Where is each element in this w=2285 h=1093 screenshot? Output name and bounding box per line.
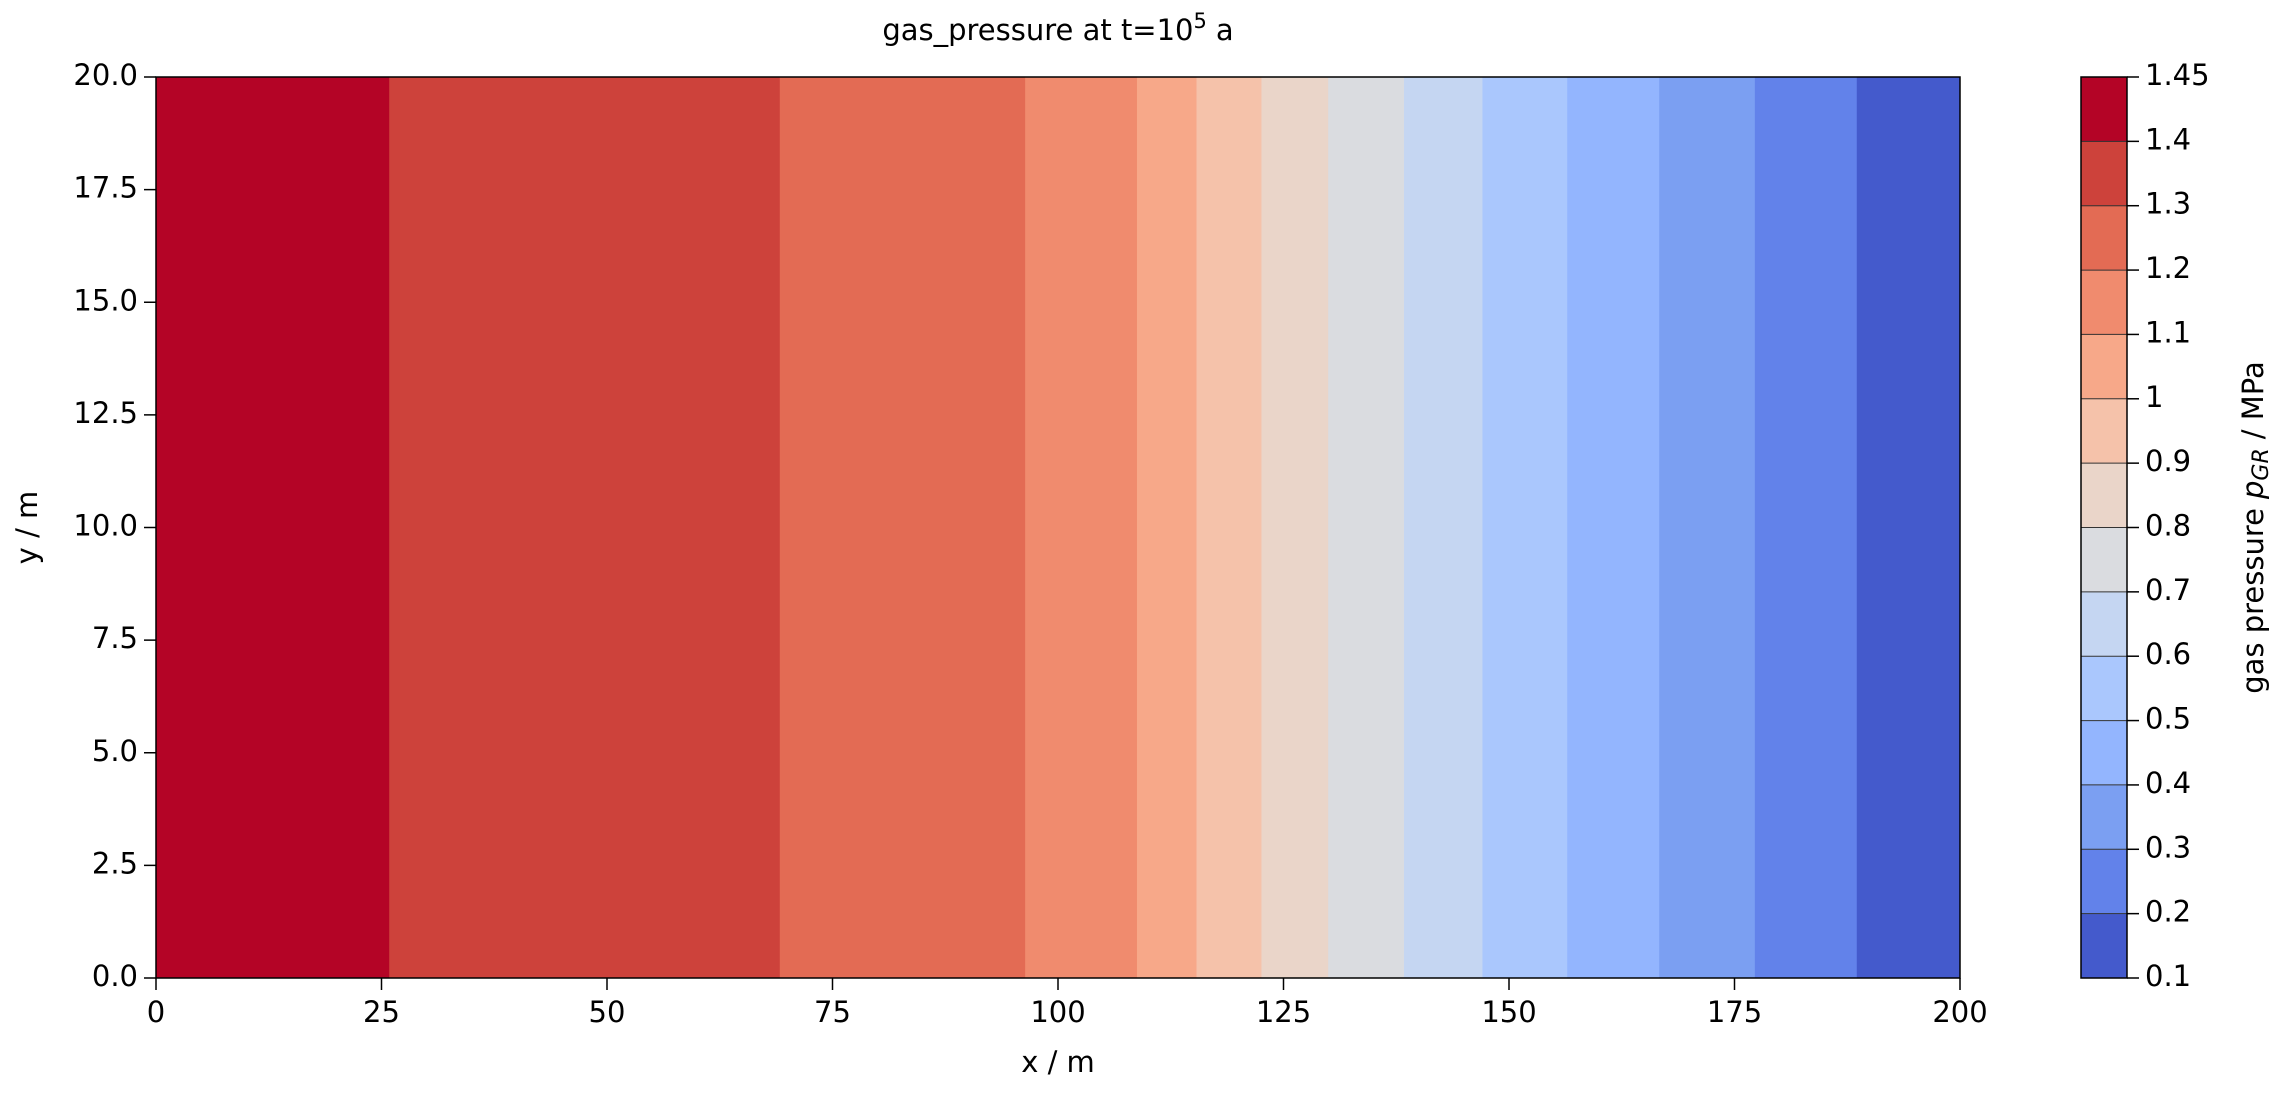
colorbar-label-symbol: p	[2236, 481, 2270, 500]
y-tick-label: 2.5	[92, 846, 138, 880]
colorbar-band	[2081, 270, 2127, 335]
colorbar-tick-label: 0.2	[2145, 895, 2191, 929]
colorbar-band	[2081, 849, 2127, 915]
contour-band	[1658, 77, 1755, 978]
y-tick-label: 7.5	[92, 621, 138, 655]
x-tick-label: 50	[589, 995, 626, 1029]
colorbar-tick-label: 1.2	[2145, 251, 2191, 285]
colorbar-tick-label: 0.5	[2145, 702, 2191, 736]
y-tick-label: 10.0	[73, 509, 138, 543]
title-superscript: 5	[1194, 9, 1207, 33]
contour-band	[1260, 77, 1329, 978]
title-text: gas_pressure at t=10	[882, 13, 1193, 47]
y-tick-label: 15.0	[73, 283, 138, 317]
x-tick-label: 125	[1256, 995, 1311, 1029]
x-tick-label: 150	[1481, 995, 1536, 1029]
y-axis-label: y / m	[10, 491, 44, 565]
contour-band	[779, 77, 1026, 978]
colorbar-tick-label: 1.45	[2145, 58, 2210, 92]
contour-band	[1754, 77, 1857, 978]
colorbar-band	[2081, 398, 2127, 464]
x-tick-label: 175	[1707, 995, 1762, 1029]
contour-band	[1856, 77, 1961, 978]
colorbar-band	[2081, 463, 2127, 528]
colorbar-label-text: gas pressure	[2236, 508, 2270, 694]
colorbar-band	[2081, 720, 2127, 786]
colorbar-band	[2081, 913, 2127, 979]
colorbar-tick-label: 1.4	[2145, 122, 2191, 156]
colorbar-band	[2081, 205, 2127, 271]
colorbar-tick-label: 0.6	[2145, 637, 2191, 671]
y-tick-label: 20.0	[73, 58, 138, 92]
colorbar-band	[2081, 784, 2127, 850]
contour-band	[1136, 77, 1197, 978]
colorbar-band	[2081, 334, 2127, 400]
colorbar-tick-label: 0.9	[2145, 444, 2191, 478]
colorbar-label: gas pressure pGR / MPa	[2236, 361, 2274, 694]
contour-band	[1196, 77, 1262, 978]
contour-band	[1327, 77, 1404, 978]
contour-band	[388, 77, 780, 978]
y-tick-label: 12.5	[73, 396, 138, 430]
title-suffix: a	[1216, 13, 1234, 47]
x-axis-label: x / m	[1021, 1045, 1095, 1079]
colorbar-band	[2081, 141, 2127, 207]
colorbar-band	[2081, 656, 2127, 722]
colorbar-tick-label: 1	[2145, 380, 2163, 414]
colorbar-frame	[2080, 76, 2128, 979]
x-tick-label: 75	[814, 995, 851, 1029]
colorbar-tick-label: 1.3	[2145, 187, 2191, 221]
colorbar-tick-label: 0.4	[2145, 766, 2191, 800]
chart-title: gas_pressure at t=105 a	[882, 9, 1233, 47]
x-tick-label: 200	[1932, 995, 1987, 1029]
colorbar-band	[2081, 591, 2127, 657]
colorbar-tick-label: 0.8	[2145, 509, 2191, 543]
contour-band	[1024, 77, 1137, 978]
colorbar-label-unit: / MPa	[2236, 361, 2270, 439]
colorbar-band	[2081, 77, 2127, 142]
y-tick-label: 17.5	[73, 171, 138, 205]
x-tick-label: 25	[363, 995, 400, 1029]
contour-band	[156, 77, 390, 978]
x-tick-label: 0	[147, 995, 165, 1029]
y-tick-label: 5.0	[92, 734, 138, 768]
contour-band	[1566, 77, 1660, 978]
x-tick-label: 100	[1030, 995, 1085, 1029]
colorbar-tick-label: 0.1	[2145, 959, 2191, 993]
colorbar-tick-label: 0.3	[2145, 830, 2191, 864]
y-tick-label: 0.0	[92, 959, 138, 993]
colorbar-label-subscript: GR	[2249, 448, 2274, 480]
colorbar-tick-label: 0.7	[2145, 573, 2191, 607]
contour-band	[1481, 77, 1568, 978]
colorbar-tick-label: 1.1	[2145, 315, 2191, 349]
colorbar-band	[2081, 527, 2127, 593]
contour-band	[1403, 77, 1483, 978]
